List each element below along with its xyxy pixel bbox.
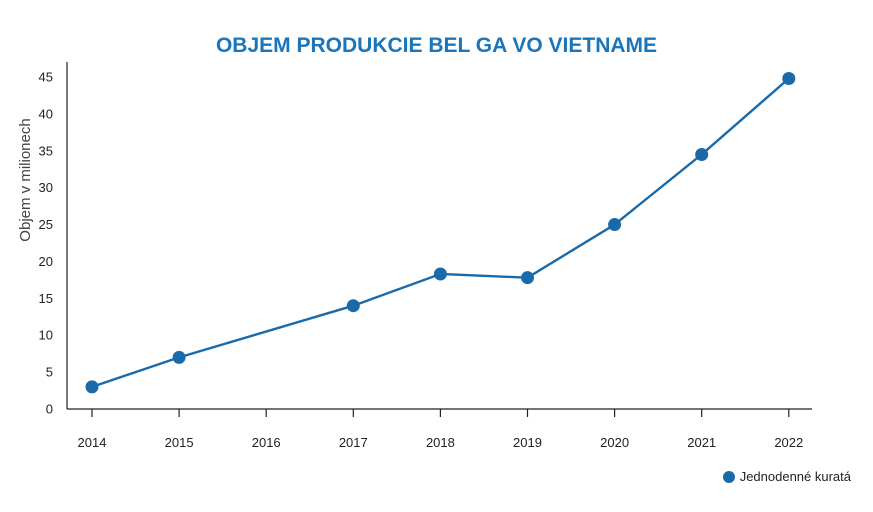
legend-marker <box>722 470 735 483</box>
x-tick-label: 2022 <box>774 435 803 450</box>
x-tick-label: 2020 <box>600 435 629 450</box>
data-point <box>346 299 360 313</box>
y-tick-label: 45 <box>39 70 53 85</box>
x-ticks: 2014 2015 2016 2017 2018 2019 2020 2021 2022 <box>78 409 803 450</box>
y-tick-label: 35 <box>39 143 53 158</box>
chart-title: OBJEM PRODUKCIE BEL GA VO VIETNAME <box>215 34 658 57</box>
legend-label: Jednodenné kuratá <box>739 469 851 484</box>
data-point <box>608 218 622 232</box>
y-tick-label: 25 <box>39 217 53 232</box>
y-tick-label: 0 <box>46 402 53 417</box>
y-axis-title: Objem v milionech <box>17 118 34 241</box>
y-tick-label: 15 <box>39 291 53 306</box>
x-tick-label: 2021 <box>687 435 716 450</box>
data-point <box>521 271 534 285</box>
series-line <box>91 77 790 389</box>
data-point <box>782 71 796 85</box>
axes <box>66 62 812 410</box>
data-point <box>695 147 709 161</box>
x-tick-label: 2014 <box>78 435 107 450</box>
x-tick-label: 2016 <box>252 435 281 450</box>
data-point <box>172 350 186 364</box>
y-axis-title-group: Objem v milionech <box>17 118 34 241</box>
data-point <box>85 380 99 394</box>
x-tick-label: 2015 <box>165 435 194 450</box>
x-tick-label: 2019 <box>513 435 542 450</box>
x-tick-label: 2017 <box>339 435 368 450</box>
y-ticks: 0 5 10 15 20 25 30 35 40 45 <box>39 70 53 417</box>
y-tick-label: 30 <box>39 180 53 195</box>
series-group <box>85 71 796 394</box>
y-tick-label: 10 <box>39 328 53 343</box>
y-tick-label: 5 <box>46 365 53 380</box>
x-tick-label: 2018 <box>426 435 455 450</box>
y-tick-label: 20 <box>39 254 53 269</box>
data-point <box>433 267 447 281</box>
y-tick-label: 40 <box>39 106 53 121</box>
legend: Jednodenné kuratá <box>722 469 851 484</box>
